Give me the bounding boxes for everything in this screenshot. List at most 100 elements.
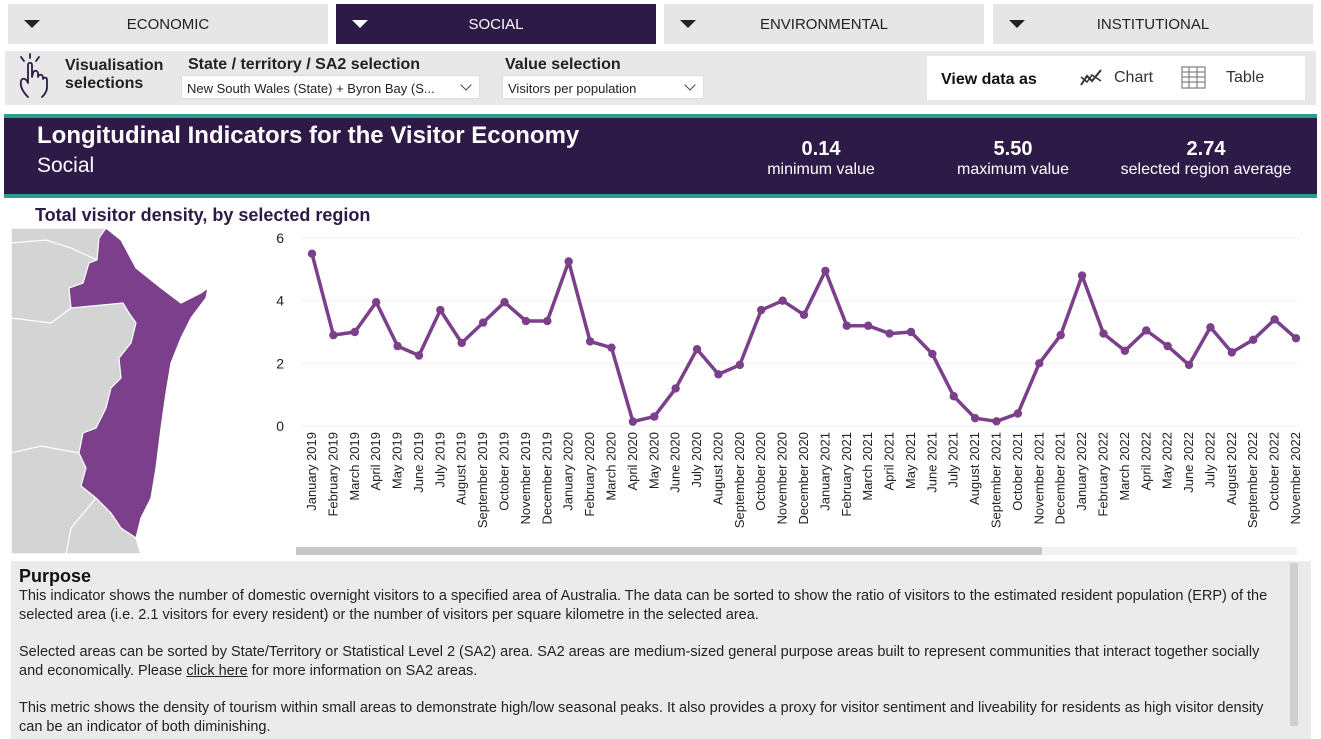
data-point[interactable] — [371, 298, 381, 307]
x-tick-label: March 2019 — [347, 432, 362, 501]
region-dropdown[interactable]: New South Wales (State) + Byron Bay (S..… — [181, 75, 480, 99]
data-point[interactable] — [842, 321, 851, 330]
data-point[interactable] — [500, 298, 509, 307]
data-point[interactable] — [1120, 346, 1130, 355]
x-tick-label: June 2019 — [411, 432, 426, 493]
data-point[interactable] — [863, 321, 873, 330]
x-tick-label: September 2019 — [475, 432, 490, 528]
data-point[interactable] — [757, 305, 766, 315]
data-point[interactable] — [714, 370, 723, 379]
data-point[interactable] — [478, 318, 488, 327]
x-tick-label: March 2021 — [860, 432, 875, 501]
data-point[interactable] — [928, 349, 937, 359]
region-dropdown-value: New South Wales (State) + Byron Bay (S..… — [187, 81, 435, 96]
data-point[interactable] — [650, 412, 659, 421]
table-option-label: Table — [1226, 69, 1265, 86]
caret-down-icon — [680, 20, 696, 28]
x-tick-label: July 2019 — [432, 432, 447, 488]
header-banner: Longitudinal Indicators for the Visitor … — [4, 114, 1317, 198]
view-toggle: View data as Chart Table — [927, 56, 1305, 100]
data-point[interactable] — [906, 327, 916, 337]
caret-down-icon — [24, 20, 40, 28]
data-point[interactable] — [735, 360, 745, 370]
data-point[interactable] — [607, 343, 616, 352]
region-map[interactable] — [11, 228, 211, 554]
tab-economic[interactable]: ECONOMIC — [8, 4, 328, 44]
view-label: View data as — [941, 71, 1037, 88]
data-point[interactable] — [457, 338, 466, 348]
data-point[interactable] — [543, 316, 552, 326]
data-point[interactable] — [1077, 271, 1087, 280]
tab-environmental[interactable]: ENVIRONMENTAL — [664, 4, 984, 44]
stat-maximum-label: maximum value — [956, 161, 1070, 178]
x-tick-label: April 2019 — [368, 432, 383, 491]
purpose-text: This indicator shows the number of domes… — [19, 587, 1284, 739]
data-point[interactable] — [799, 310, 809, 319]
stat-average-value: 2.74 — [1186, 138, 1226, 160]
data-point[interactable] — [992, 417, 1001, 426]
x-tick-label: July 2021 — [946, 432, 961, 488]
x-tick-label: September 2020 — [732, 432, 747, 528]
data-point[interactable] — [329, 330, 338, 340]
stat-minimum-value: 0.14 — [801, 138, 841, 160]
data-point[interactable] — [521, 316, 531, 326]
selection-bar: Visualisation selections State / territo… — [5, 51, 1316, 105]
stat-minimum: 0.14 minimum value — [746, 138, 896, 180]
data-point[interactable] — [350, 327, 359, 337]
data-point[interactable] — [1099, 329, 1108, 338]
data-point[interactable] — [692, 345, 702, 354]
x-tick-label: October 2020 — [753, 432, 768, 511]
page-title: Longitudinal Indicators for the Visitor … — [37, 122, 580, 149]
data-point[interactable] — [414, 351, 424, 360]
x-tick-label: September 2022 — [1245, 432, 1260, 528]
tab-institutional[interactable]: INSTITUTIONAL — [993, 4, 1313, 44]
page-subtitle: Social — [37, 154, 95, 177]
x-tick-label: January 2020 — [561, 432, 576, 511]
data-point[interactable] — [564, 257, 573, 266]
data-point[interactable] — [436, 305, 445, 315]
data-point[interactable] — [307, 249, 317, 258]
data-point[interactable] — [1035, 359, 1044, 368]
x-tick-label: November 2019 — [518, 432, 533, 525]
sa2-info-link[interactable]: click here — [186, 663, 248, 679]
x-tick-label: December 2021 — [1053, 432, 1068, 525]
data-point[interactable] — [1291, 334, 1301, 343]
purpose-paragraph-2-end: for more information on SA2 areas. — [247, 663, 478, 679]
data-point[interactable] — [1249, 335, 1258, 345]
purpose-paragraph-2-start: Selected areas can be sorted by State/Te… — [19, 644, 1260, 679]
x-tick-label: February 2021 — [839, 432, 854, 517]
selection-title: Visualisation selections — [65, 57, 163, 93]
chart-view-button[interactable]: Chart — [1079, 65, 1159, 91]
tab-social[interactable]: SOCIAL — [336, 4, 656, 44]
data-point[interactable] — [671, 384, 680, 393]
data-point[interactable] — [970, 413, 980, 423]
data-point[interactable] — [885, 329, 894, 338]
chart-scrollbar-thumb[interactable] — [296, 547, 1042, 555]
chart-option-label: Chart — [1114, 69, 1154, 86]
data-point[interactable] — [628, 417, 638, 426]
data-point[interactable] — [393, 341, 402, 351]
data-point[interactable] — [1142, 326, 1151, 335]
value-dropdown[interactable]: Visitors per population — [502, 75, 704, 99]
x-tick-label: July 2022 — [1202, 432, 1217, 488]
chart-title: Total visitor density, by selected regio… — [35, 205, 371, 225]
data-point[interactable] — [585, 337, 595, 346]
data-point[interactable] — [1184, 360, 1194, 370]
data-point[interactable] — [1227, 348, 1237, 357]
data-point[interactable] — [1206, 323, 1215, 332]
data-point[interactable] — [1270, 315, 1279, 324]
data-point[interactable] — [1056, 330, 1065, 340]
purpose-scrollbar[interactable] — [1290, 563, 1298, 726]
line-chart[interactable]: 0 2 4 6 January 2019 February 2019 March 2019… — [260, 226, 1305, 556]
table-grid-icon — [1181, 66, 1206, 89]
x-tick-label: August 2021 — [967, 432, 982, 505]
data-point[interactable] — [1163, 341, 1172, 351]
x-tick-label: May 2019 — [390, 432, 405, 489]
data-point[interactable] — [821, 266, 830, 276]
data-point[interactable] — [1013, 409, 1023, 418]
data-point[interactable] — [778, 296, 787, 305]
data-point[interactable] — [949, 392, 958, 401]
y-tick-label: 4 — [276, 293, 284, 309]
table-view-button[interactable]: Table — [1181, 65, 1271, 91]
selection-title-line1: Visualisation — [65, 57, 164, 74]
